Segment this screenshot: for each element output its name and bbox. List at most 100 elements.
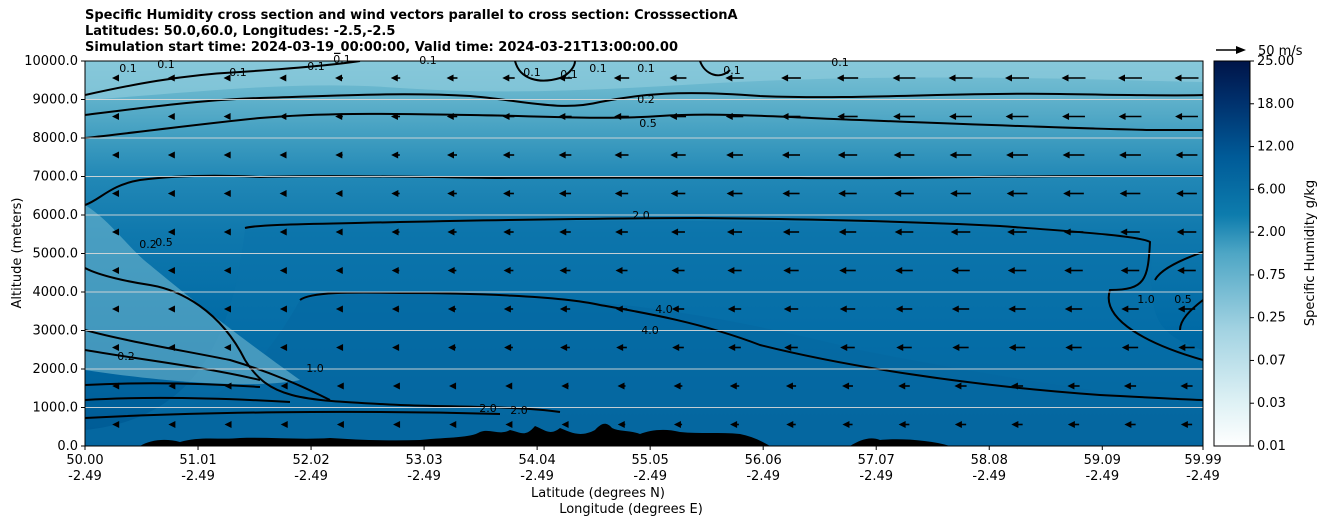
- wind-vector: [781, 74, 801, 82]
- chart-title-line-1: Specific Humidity cross section and wind…: [85, 8, 738, 23]
- wind-vector: [112, 113, 119, 120]
- wind-reference-label: 50 m/s: [1258, 44, 1303, 59]
- wind-vector: [725, 74, 744, 82]
- wind-vector: [112, 305, 119, 313]
- wind-vector: [1123, 382, 1137, 390]
- wind-vector: [279, 228, 287, 236]
- chart-title-line-3: Simulation start time: 2024-03-19_00:00:…: [85, 40, 678, 55]
- wind-vector: [112, 421, 120, 428]
- x-tick-label-lon: -2.49: [407, 469, 441, 484]
- wind-vector: [561, 421, 569, 428]
- contour-label: 2.0: [510, 404, 528, 417]
- wind-vector: [838, 190, 857, 197]
- wind-vector: [279, 113, 287, 120]
- wind-vector: [335, 305, 343, 313]
- wind-vector: [785, 382, 797, 390]
- wind-vector: [949, 113, 972, 120]
- wind-vector: [505, 421, 513, 428]
- wind-vector: [279, 305, 287, 313]
- wind-vector: [502, 113, 515, 120]
- contour-label: 1.0: [1137, 293, 1155, 306]
- wind-vector: [168, 344, 176, 351]
- colorbar-tick-label: 18.00: [1257, 97, 1294, 112]
- wind-vector: [892, 74, 916, 82]
- wind-vector: [167, 151, 175, 159]
- wind-vector: [948, 74, 973, 82]
- wind-vector: [1118, 113, 1142, 120]
- wind-vector: [391, 267, 400, 274]
- wind-vector: [781, 151, 801, 159]
- y-tick-label: 7000.0: [33, 170, 79, 185]
- contour-label: 0.1: [637, 62, 655, 75]
- colorbar: [1213, 60, 1251, 447]
- wind-vector: [954, 421, 967, 428]
- wind-vector: [729, 382, 740, 390]
- x-tick-label-lat: 53.03: [405, 453, 442, 468]
- wind-vector: [896, 344, 912, 351]
- x-axis: 50.00-2.4951.01-2.4952.02-2.4953.03-2.49…: [66, 446, 1222, 484]
- wind-vector-field: [112, 74, 1199, 428]
- wind-vector: [893, 113, 915, 120]
- wind-vector: [839, 267, 856, 274]
- wind-vector: [898, 382, 910, 390]
- wind-vector: [615, 267, 628, 274]
- wind-vector: [279, 74, 287, 82]
- wind-vector: [112, 74, 119, 82]
- wind-vector: [954, 382, 967, 390]
- wind-vector: [224, 344, 232, 351]
- contour-label: 0.1: [523, 66, 541, 79]
- wind-vector: [447, 228, 457, 236]
- x-tick-label-lon: -2.49: [859, 469, 893, 484]
- x-tick-label-lat: 56.06: [745, 453, 782, 468]
- wind-vector: [1120, 267, 1140, 274]
- y-tick-label: 1000.0: [33, 401, 79, 416]
- y-tick-label: 8000.0: [33, 131, 79, 146]
- x-tick-label-lat: 50.00: [66, 453, 103, 468]
- contour-label: 0.1: [831, 56, 849, 69]
- wind-vector: [504, 344, 513, 351]
- wind-vector: [393, 421, 401, 428]
- wind-vector: [558, 151, 572, 159]
- humidity-contours: [85, 61, 1203, 419]
- wind-vector: [449, 382, 457, 390]
- contour-label: 2.0: [632, 209, 650, 222]
- wind-vector: [336, 344, 344, 351]
- wind-vector: [1177, 267, 1196, 274]
- wind-vector: [952, 344, 969, 351]
- wind-vector: [1180, 382, 1193, 390]
- wind-vector: [669, 113, 687, 120]
- wind-vector: [335, 151, 343, 159]
- wind-vector: [949, 151, 972, 159]
- wind-vector: [391, 228, 400, 236]
- wind-vector: [614, 151, 629, 159]
- wind-vector: [1061, 74, 1086, 82]
- colorbar-tick-label: 0.03: [1257, 396, 1286, 411]
- wind-vector: [335, 113, 343, 120]
- wind-vector: [224, 421, 232, 428]
- wind-vector: [1124, 421, 1136, 428]
- wind-vector: [560, 344, 570, 351]
- wind-vector: [447, 267, 457, 274]
- wind-vector: [730, 421, 739, 428]
- wind-vector: [1176, 228, 1197, 236]
- wind-vector: [336, 382, 344, 390]
- contour-label: 4.0: [655, 303, 673, 316]
- wind-vector: [1120, 228, 1140, 236]
- wind-vector: [673, 382, 683, 390]
- x-tick-label-lon: -2.49: [181, 469, 215, 484]
- colorbar-tick-label: 12.00: [1257, 140, 1294, 155]
- wind-vector: [112, 190, 119, 197]
- contour-labels: 0.1 0.10.1 0.10.1 0.10.1 0.1 0.1 0.1 0.10.20.52…: [117, 53, 1192, 417]
- left-dry-region: [85, 205, 300, 385]
- wind-vector: [1063, 228, 1084, 236]
- wind-vector: [1008, 344, 1026, 351]
- wind-vector: [1118, 74, 1142, 82]
- y-tick-label: 10000.0: [24, 54, 78, 69]
- wind-vector: [503, 190, 514, 197]
- wind-vector: [671, 267, 685, 274]
- wind-vector: [895, 305, 913, 313]
- wind-vector: [335, 190, 343, 197]
- wind-vector: [1006, 151, 1028, 159]
- wind-vector: [1010, 382, 1024, 390]
